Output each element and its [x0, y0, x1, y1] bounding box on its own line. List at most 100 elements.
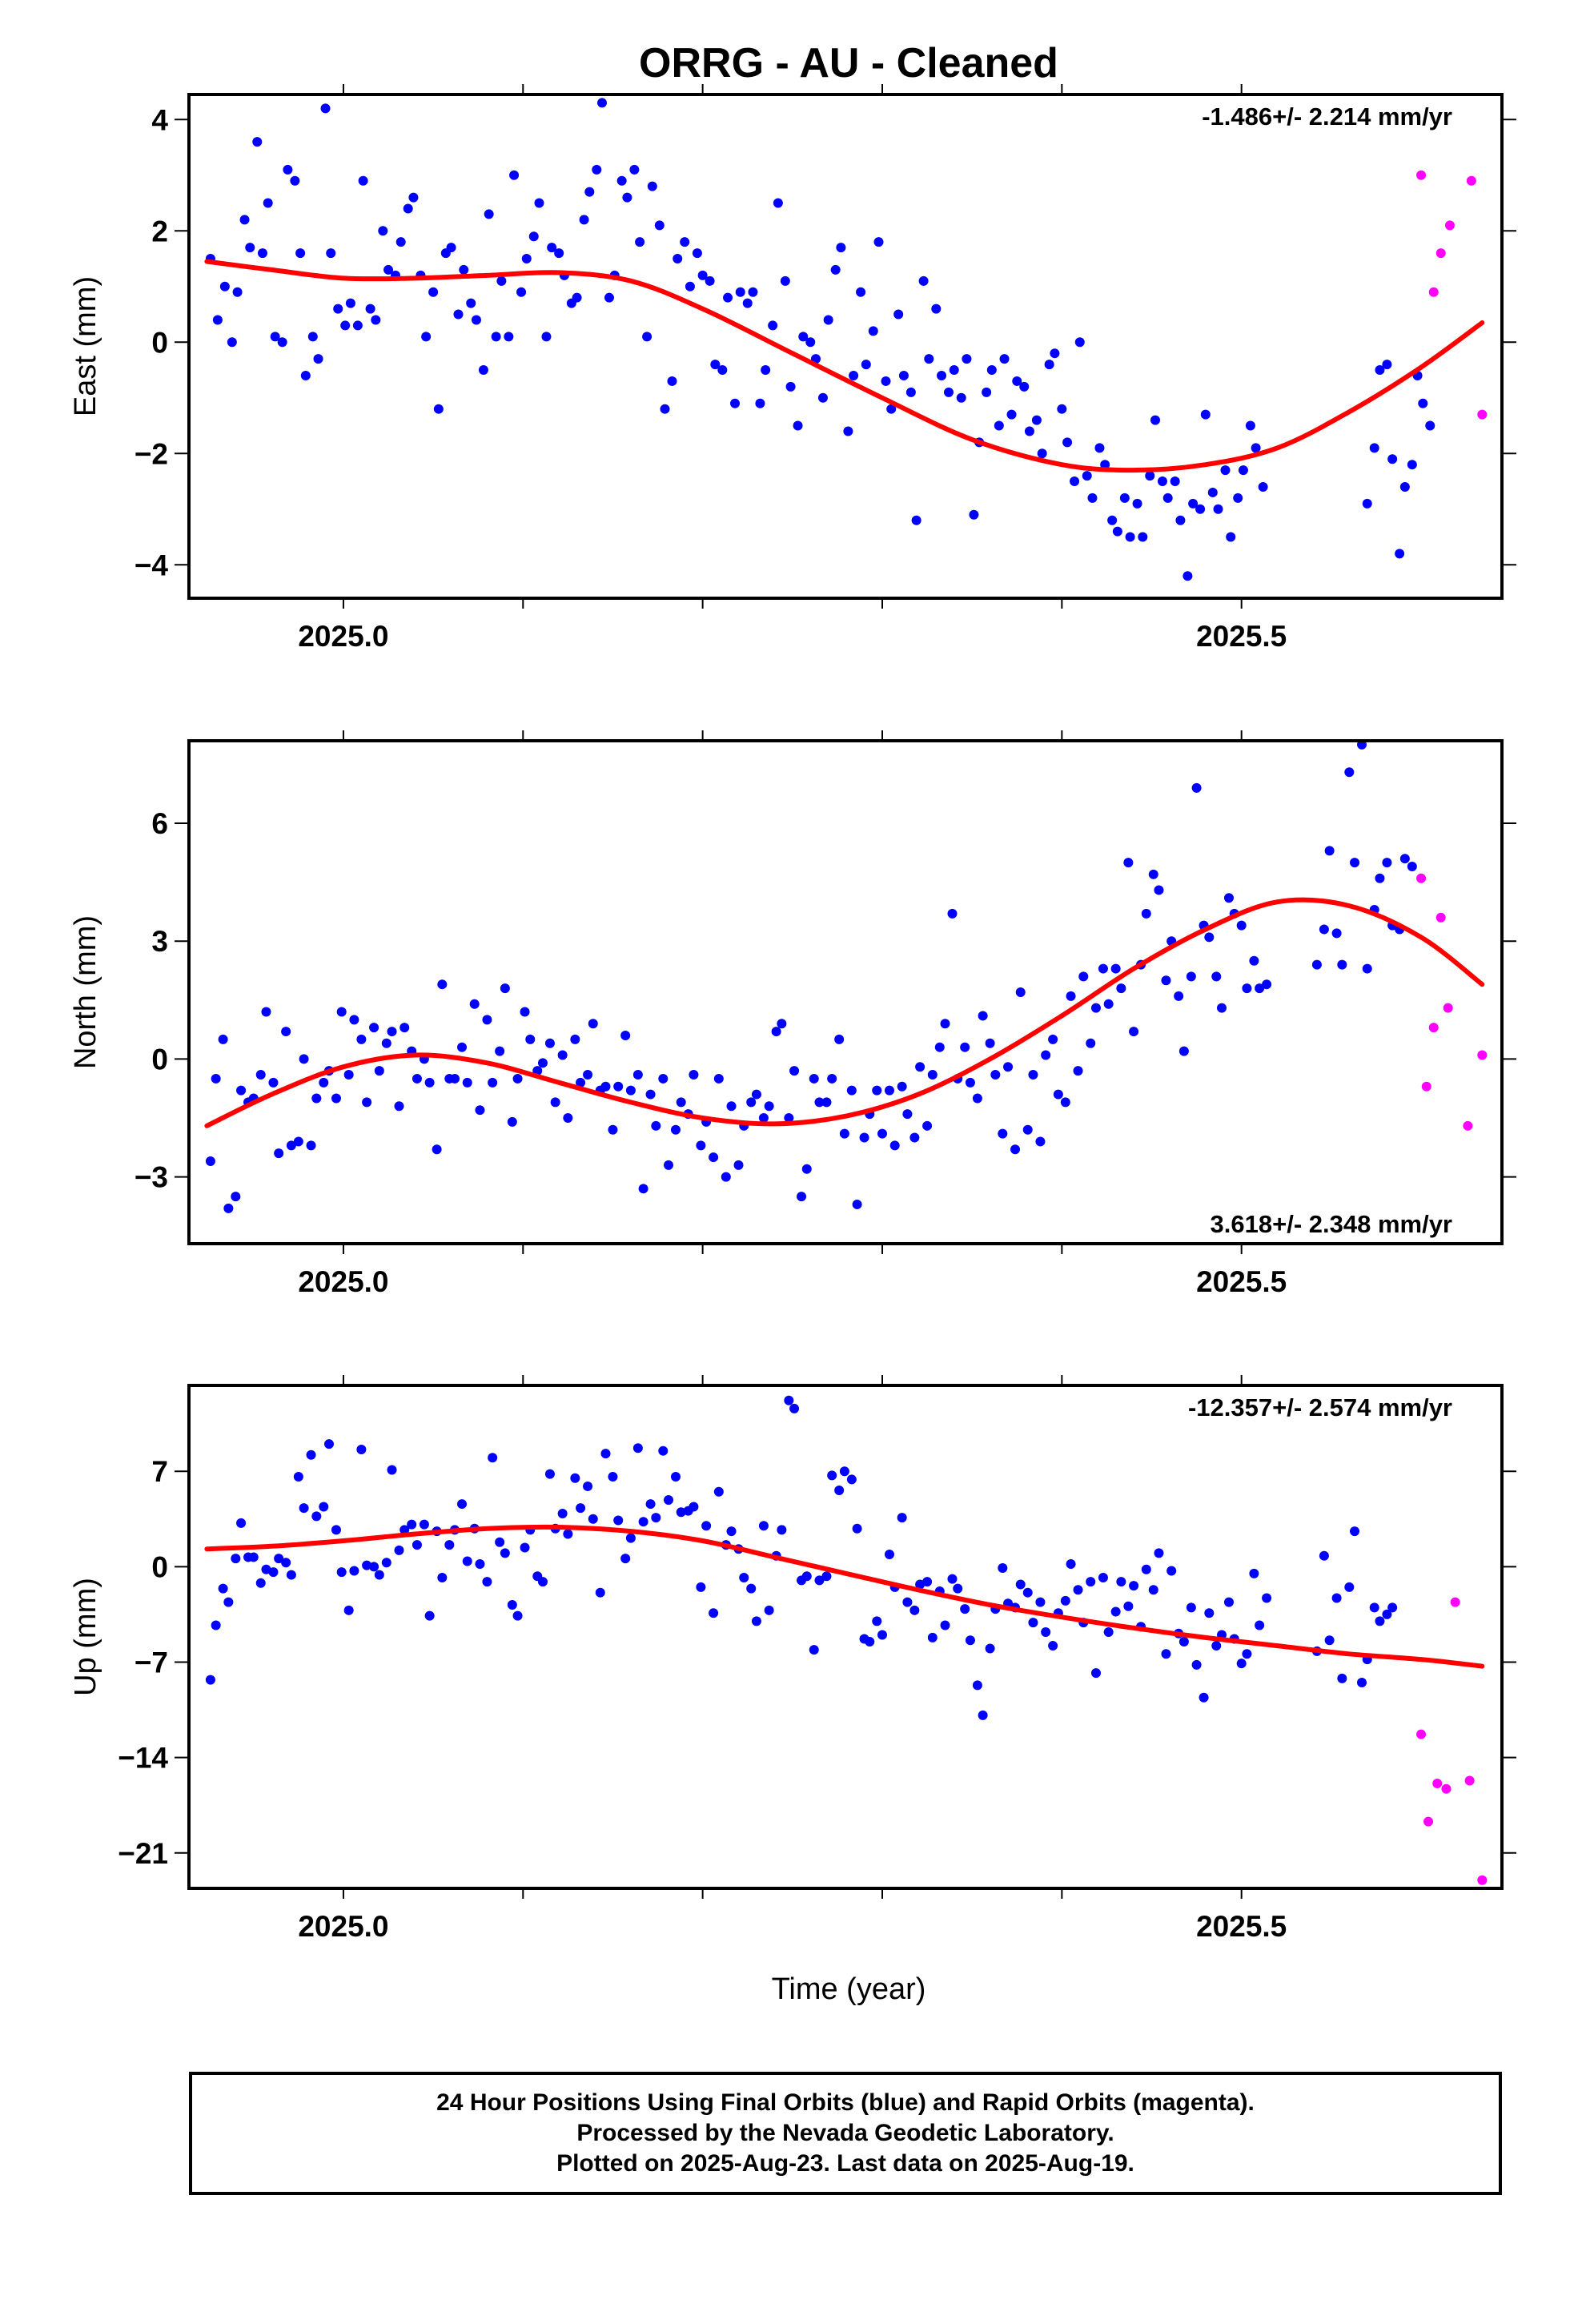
- up-final-point: [1048, 1641, 1058, 1651]
- east-final-point: [466, 298, 476, 308]
- north-final-point: [1375, 873, 1385, 883]
- east-final-point: [785, 381, 796, 392]
- east-final-point: [861, 360, 871, 370]
- north-final-point: [281, 1027, 291, 1037]
- north-panel: 2025.0 2025.5 6 3 0 −3 North (mm) 3.618+/- 2.34…: [69, 730, 1516, 1298]
- east-final-point: [856, 287, 866, 297]
- east-final-point: [1024, 426, 1034, 436]
- north-final-point: [1129, 1027, 1139, 1037]
- east-final-point: [471, 315, 481, 325]
- east-final-point: [1125, 532, 1135, 542]
- x-axis-title: Time (year): [772, 1972, 926, 2006]
- east-final-point: [793, 420, 803, 431]
- up-x-tick-label: 2025.5: [1196, 1910, 1287, 1943]
- east-final-point: [692, 248, 702, 259]
- north-final-point: [1116, 983, 1126, 994]
- east-rapid-point: [1428, 287, 1439, 297]
- up-final-point: [600, 1449, 611, 1459]
- east-final-point: [257, 248, 267, 259]
- east-x-tick-label: 2025.5: [1196, 620, 1287, 653]
- east-final-point: [1220, 465, 1231, 476]
- north-final-point: [1086, 1038, 1096, 1048]
- up-final-point: [1041, 1627, 1051, 1638]
- up-panel: 2025.0 2025.5 7 0 −7 −14 −21 Up (mm) -12.357+/- …: [69, 1375, 1516, 1943]
- up-rapid-point: [1464, 1775, 1475, 1786]
- up-final-point: [852, 1523, 862, 1534]
- up-y-tick-label: −14: [118, 1742, 168, 1775]
- up-final-point: [1166, 1566, 1177, 1576]
- north-final-point: [972, 1093, 982, 1104]
- up-y-axis-title: Up (mm): [69, 1578, 102, 1696]
- east-final-point: [761, 365, 771, 376]
- up-rapid-point: [1416, 1729, 1427, 1739]
- east-final-point: [667, 376, 677, 386]
- east-final-point: [642, 332, 652, 342]
- chart-title: ORRG - AU - Cleaned: [639, 40, 1058, 86]
- panels: 2025.0 2025.5 4 2 0 −2 −4 East (mm) -1.486+/- 2.…: [69, 84, 1516, 1943]
- up-frame: [187, 1384, 1504, 1890]
- north-rapid-point: [1463, 1120, 1473, 1131]
- north-final-point: [1311, 959, 1322, 970]
- east-final-point: [1150, 415, 1161, 425]
- up-y-tick-label: 7: [151, 1455, 168, 1488]
- north-final-point: [1362, 963, 1372, 974]
- up-final-point: [1223, 1597, 1234, 1607]
- east-final-point: [773, 198, 783, 208]
- east-final-point: [924, 354, 934, 364]
- east-final-point: [572, 292, 582, 303]
- east-final-point: [673, 254, 683, 264]
- east-final-point: [421, 332, 432, 342]
- north-y-tick-label: 6: [151, 807, 168, 840]
- up-final-point: [306, 1449, 316, 1460]
- north-final-point: [990, 1070, 1001, 1080]
- east-final-point: [1369, 443, 1379, 453]
- up-final-point: [814, 1575, 825, 1586]
- caption-box: 24 Hour Positions Using Final Orbits (bl…: [189, 2072, 1502, 2195]
- up-final-point: [960, 1604, 970, 1614]
- north-rapid-point: [1435, 912, 1446, 923]
- north-final-point: [1010, 1144, 1021, 1155]
- up-final-point: [670, 1472, 681, 1482]
- up-final-point: [544, 1469, 555, 1479]
- north-y-tick-label: −3: [135, 1161, 168, 1194]
- up-final-point: [1344, 1582, 1355, 1592]
- east-final-point: [252, 137, 263, 147]
- east-final-point: [755, 398, 765, 408]
- north-final-point: [349, 1015, 359, 1025]
- north-final-point: [319, 1077, 329, 1088]
- east-final-point: [365, 304, 375, 314]
- north-final-point: [1249, 955, 1259, 966]
- up-final-point: [1324, 1635, 1335, 1646]
- east-final-point: [735, 287, 745, 297]
- north-final-point: [797, 1192, 807, 1202]
- east-final-point: [1031, 415, 1042, 425]
- east-final-point: [1182, 571, 1193, 581]
- north-final-point: [1022, 1124, 1033, 1135]
- north-final-point: [852, 1199, 862, 1209]
- up-final-point: [940, 1620, 950, 1630]
- up-final-point: [865, 1636, 875, 1647]
- north-final-point: [1350, 858, 1360, 868]
- north-final-point: [1174, 991, 1184, 1001]
- north-final-point: [1060, 1097, 1070, 1108]
- north-final-point: [658, 1073, 669, 1084]
- east-panel: 2025.0 2025.5 4 2 0 −2 −4 East (mm) -1.486+/- 2.…: [69, 84, 1516, 653]
- north-final-point: [814, 1097, 825, 1108]
- up-final-point: [475, 1558, 485, 1569]
- east-final-point: [660, 404, 670, 414]
- up-final-point: [1141, 1564, 1151, 1574]
- east-final-point: [1245, 420, 1255, 431]
- north-final-point: [381, 1038, 391, 1048]
- up-final-point: [696, 1582, 706, 1592]
- north-y-tick-label: 3: [151, 925, 168, 958]
- east-final-point: [277, 337, 287, 348]
- up-final-point: [1255, 1620, 1265, 1630]
- up-final-point: [437, 1572, 448, 1582]
- east-final-point: [604, 292, 614, 303]
- north-final-point: [1103, 999, 1114, 1009]
- east-final-point: [1382, 360, 1392, 370]
- up-final-point: [495, 1537, 505, 1547]
- up-final-point: [1319, 1550, 1329, 1561]
- up-final-point: [809, 1645, 819, 1655]
- north-final-point: [537, 1058, 548, 1068]
